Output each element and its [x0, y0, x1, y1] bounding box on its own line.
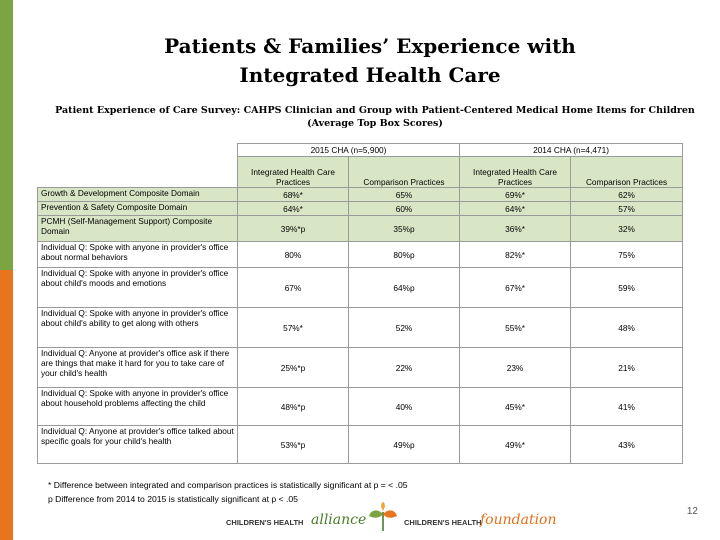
cell-value: 57%: [570, 201, 684, 216]
table-row: Individual Q: Anyone at provider's offic…: [37, 347, 684, 388]
cell-value: 39%*p: [237, 215, 349, 242]
row-label: Individual Q: Anyone at provider's offic…: [37, 425, 238, 464]
subtitle-line-1: Patient Experience of Care Survey: CAHPS…: [55, 105, 695, 116]
title-line-1: Patients & Families’ Experience with: [164, 34, 576, 58]
slide-title: Patients & Families’ Experience with Int…: [20, 32, 720, 90]
column-header: Comparison Practices: [347, 156, 461, 188]
logo-org-left: CHILDREN'S HEALTH: [226, 518, 304, 527]
side-accent-orange: [0, 270, 13, 540]
logo-word-foundation: foundation: [480, 512, 557, 528]
cell-value: 48%: [570, 307, 684, 348]
title-line-2: Integrated Health Care: [239, 63, 501, 87]
group-header-row: 2015 CHA (n=5,900) 2014 CHA (n=4,471): [38, 143, 684, 157]
cell-value: 22%: [347, 347, 461, 388]
cell-value: 82%*: [459, 241, 572, 268]
table-row: Prevention & Safety Composite Domain 64%…: [37, 201, 684, 216]
cell-value: 57%*: [237, 307, 349, 348]
row-label: Individual Q: Spoke with anyone in provi…: [37, 267, 238, 308]
footnote-asterisk: * Difference between integrated and comp…: [48, 480, 408, 490]
side-accent-green: [0, 0, 13, 270]
cell-value: 65%: [347, 187, 461, 202]
cell-value: 53%*p: [237, 425, 349, 464]
cell-value: 69%*: [459, 187, 572, 202]
cell-value: 21%: [570, 347, 684, 388]
cell-value: 55%*: [459, 307, 572, 348]
group-header-2015: 2015 CHA (n=5,900): [236, 143, 461, 157]
footnotes: * Difference between integrated and comp…: [48, 478, 408, 506]
cell-value: 36%*: [459, 215, 572, 242]
table-row: Individual Q: Spoke with anyone in provi…: [37, 267, 684, 308]
table-row: Individual Q: Spoke with anyone in provi…: [37, 307, 684, 348]
table-row: Growth & Development Composite Domain 68…: [37, 187, 684, 202]
row-label: Individual Q: Spoke with anyone in provi…: [37, 307, 238, 348]
cell-value: 23%: [459, 347, 572, 388]
cell-value: 64%*: [237, 201, 349, 216]
logo-org-right: CHILDREN'S HEALTH: [404, 518, 482, 527]
cell-value: 59%: [570, 267, 684, 308]
cell-value: 67%*: [459, 267, 572, 308]
table-row: PCMH (Self-Management Support) Composite…: [37, 215, 684, 242]
cell-value: 32%: [570, 215, 684, 242]
column-header: Integrated Health Care Practices: [237, 156, 349, 188]
cell-value: 64%*: [459, 201, 572, 216]
cell-value: 49%p: [347, 425, 461, 464]
slide-subtitle: Patient Experience of Care Survey: CAHPS…: [40, 104, 710, 130]
cell-value: 64%p: [347, 267, 461, 308]
logo-word-alliance: alliance: [311, 512, 367, 528]
cell-value: 80%: [237, 241, 349, 268]
group-header-2014: 2014 CHA (n=4,471): [459, 143, 684, 157]
cell-value: 75%: [570, 241, 684, 268]
cell-value: 35%p: [347, 215, 461, 242]
column-header: Comparison Practices: [570, 156, 684, 188]
cell-value: 60%: [347, 201, 461, 216]
table-row: Individual Q: Anyone at provider's offic…: [37, 425, 684, 464]
page-number: 12: [686, 506, 698, 517]
cell-value: 49%*: [459, 425, 572, 464]
cell-value: 45%*: [459, 387, 572, 426]
cell-value: 43%: [570, 425, 684, 464]
row-label: Prevention & Safety Composite Domain: [37, 201, 238, 216]
subtitle-line-2: (Average Top Box Scores): [307, 118, 443, 129]
row-label: Individual Q: Anyone at provider's offic…: [37, 347, 238, 388]
footnote-p: p Difference from 2014 to 2015 is statis…: [48, 494, 298, 504]
cell-value: 40%: [347, 387, 461, 426]
row-label: Individual Q: Spoke with anyone in provi…: [37, 387, 238, 426]
cell-value: 52%: [347, 307, 461, 348]
cell-value: 41%: [570, 387, 684, 426]
column-header-row: Integrated Health Care Practices Compari…: [37, 156, 684, 188]
cell-value: 62%: [570, 187, 684, 202]
table-row: Individual Q: Spoke with anyone in provi…: [37, 241, 684, 268]
column-header: Integrated Health Care Practices: [459, 156, 572, 188]
cell-value: 48%*p: [237, 387, 349, 426]
results-table: 2015 CHA (n=5,900) 2014 CHA (n=4,471) In…: [37, 143, 684, 464]
footer-logo: CHILDREN'S HEALTH alliance CHILDREN'S HE…: [218, 502, 557, 532]
cell-value: 67%: [237, 267, 349, 308]
sprout-logo-icon: [369, 502, 397, 531]
cell-value: 25%*p: [237, 347, 349, 388]
row-label: Growth & Development Composite Domain: [37, 187, 238, 202]
row-label: PCMH (Self-Management Support) Composite…: [37, 215, 238, 242]
row-label: Individual Q: Spoke with anyone in provi…: [37, 241, 238, 268]
cell-value: 68%*: [237, 187, 349, 202]
cell-value: 80%p: [347, 241, 461, 268]
table-row: Individual Q: Spoke with anyone in provi…: [37, 387, 684, 426]
